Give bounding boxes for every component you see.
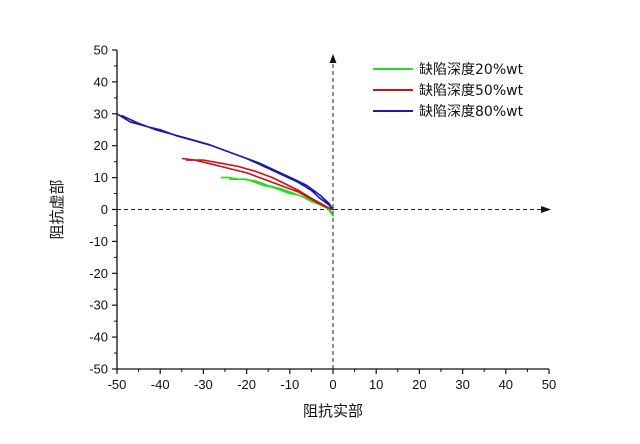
x-axis-title: 阻抗实部 (303, 402, 363, 420)
x-tick-label: 40 (499, 377, 513, 392)
x-tick-label: -20 (237, 377, 256, 392)
data-series (116, 113, 334, 217)
axes: -50 -40 -30 -20 -10 0 10 20 30 40 50 -50 -40 -30 -20 -1… (89, 43, 556, 393)
legend-label-1: 缺陷深度20%wt (419, 62, 524, 78)
y-tick-label: -40 (89, 330, 108, 345)
x-tick-label: -30 (194, 377, 213, 392)
x-tick-label: 0 (329, 377, 336, 392)
series-line-1 (220, 176, 334, 217)
y-tick-label: 10 (94, 170, 108, 185)
y-tick-label: 50 (94, 43, 108, 58)
zero-reference-lines (117, 54, 551, 369)
y-tick-label: -20 (89, 266, 108, 281)
y-tick-label: -10 (89, 234, 108, 249)
up-arrow-icon (329, 54, 337, 63)
right-arrow-icon (541, 206, 551, 213)
y-axis-title: 阻抗虚部 (48, 179, 66, 239)
x-tick-label: 10 (369, 377, 383, 392)
series-line-2 (181, 157, 334, 211)
x-tick-label: 20 (412, 377, 426, 392)
y-tick-label: 0 (101, 202, 108, 217)
x-tick-label: -50 (108, 377, 127, 392)
x-tick-label: -40 (151, 377, 170, 392)
y-tick-label: -50 (89, 362, 108, 377)
y-tick-label: 40 (94, 74, 108, 89)
y-tick-label: 30 (94, 106, 108, 121)
legend-label-3: 缺陷深度80%wt (419, 104, 524, 120)
x-tick-label: 50 (542, 377, 556, 392)
x-tick-label: -10 (280, 377, 299, 392)
x-tick-label: 30 (455, 377, 469, 392)
series-line-3 (116, 113, 334, 211)
legend: 缺陷深度20%wt 缺陷深度50%wt 缺陷深度80%wt (373, 62, 524, 120)
legend-label-2: 缺陷深度50%wt (419, 83, 524, 99)
y-tick-label: 20 (94, 138, 108, 153)
y-tick-label: -30 (89, 298, 108, 313)
